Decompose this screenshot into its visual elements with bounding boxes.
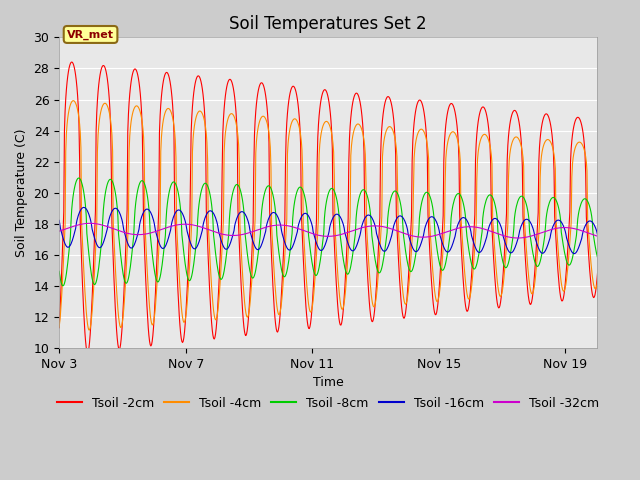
Tsoil -8cm <box>380 259 387 264</box>
Tsoil -16cm <box>55 217 63 223</box>
Tsoil -16cm <box>294 229 301 235</box>
Tsoil -16cm <box>602 251 610 257</box>
Line: Tsoil -16cm: Tsoil -16cm <box>59 207 628 254</box>
Tsoil -2cm <box>380 111 387 117</box>
Tsoil -8cm <box>625 252 632 257</box>
Tsoil -2cm <box>55 325 63 331</box>
Tsoil -2cm <box>264 112 271 118</box>
Tsoil -32cm <box>86 220 94 226</box>
Tsoil -32cm <box>76 222 83 228</box>
Y-axis label: Soil Temperature (C): Soil Temperature (C) <box>15 129 28 257</box>
Tsoil -16cm <box>516 228 524 234</box>
Tsoil -32cm <box>190 222 198 228</box>
Text: VR_met: VR_met <box>67 29 114 39</box>
Tsoil -16cm <box>263 221 271 227</box>
Line: Tsoil -4cm: Tsoil -4cm <box>59 101 628 330</box>
Line: Tsoil -8cm: Tsoil -8cm <box>59 178 628 286</box>
Tsoil -16cm <box>625 230 632 236</box>
Tsoil -32cm <box>516 235 524 241</box>
Tsoil -16cm <box>379 247 387 253</box>
Tsoil -16cm <box>76 209 83 215</box>
Tsoil -4cm <box>76 130 84 135</box>
Tsoil -4cm <box>294 120 302 126</box>
Tsoil -4cm <box>380 144 387 150</box>
Tsoil -4cm <box>516 140 524 146</box>
Tsoil -4cm <box>625 280 632 286</box>
Tsoil -8cm <box>191 256 198 262</box>
Tsoil -32cm <box>625 233 632 239</box>
Tsoil -2cm <box>76 221 84 227</box>
Tsoil -32cm <box>379 224 387 229</box>
Tsoil -2cm <box>84 350 92 356</box>
Line: Tsoil -32cm: Tsoil -32cm <box>59 223 628 239</box>
Tsoil -32cm <box>263 224 271 230</box>
Tsoil -16cm <box>80 204 88 210</box>
Legend: Tsoil -2cm, Tsoil -4cm, Tsoil -8cm, Tsoil -16cm, Tsoil -32cm: Tsoil -2cm, Tsoil -4cm, Tsoil -8cm, Tsoi… <box>52 392 604 415</box>
X-axis label: Time: Time <box>313 376 344 389</box>
Tsoil -8cm <box>264 183 271 189</box>
Tsoil -32cm <box>294 226 301 231</box>
Tsoil -2cm <box>68 59 76 65</box>
Tsoil -8cm <box>516 194 524 200</box>
Tsoil -8cm <box>75 175 83 181</box>
Title: Soil Temperatures Set 2: Soil Temperatures Set 2 <box>229 15 427 33</box>
Tsoil -4cm <box>86 327 93 333</box>
Tsoil -2cm <box>625 275 632 280</box>
Tsoil -32cm <box>55 228 63 234</box>
Tsoil -2cm <box>516 129 524 135</box>
Tsoil -8cm <box>60 283 67 288</box>
Line: Tsoil -2cm: Tsoil -2cm <box>59 62 628 353</box>
Tsoil -8cm <box>294 186 302 192</box>
Tsoil -32cm <box>609 236 616 242</box>
Tsoil -4cm <box>264 122 271 128</box>
Tsoil -4cm <box>69 98 77 104</box>
Tsoil -4cm <box>191 123 198 129</box>
Tsoil -8cm <box>77 178 84 183</box>
Tsoil -8cm <box>55 268 63 274</box>
Tsoil -16cm <box>190 246 198 252</box>
Tsoil -2cm <box>191 85 198 91</box>
Tsoil -2cm <box>294 101 302 107</box>
Tsoil -4cm <box>55 324 63 330</box>
